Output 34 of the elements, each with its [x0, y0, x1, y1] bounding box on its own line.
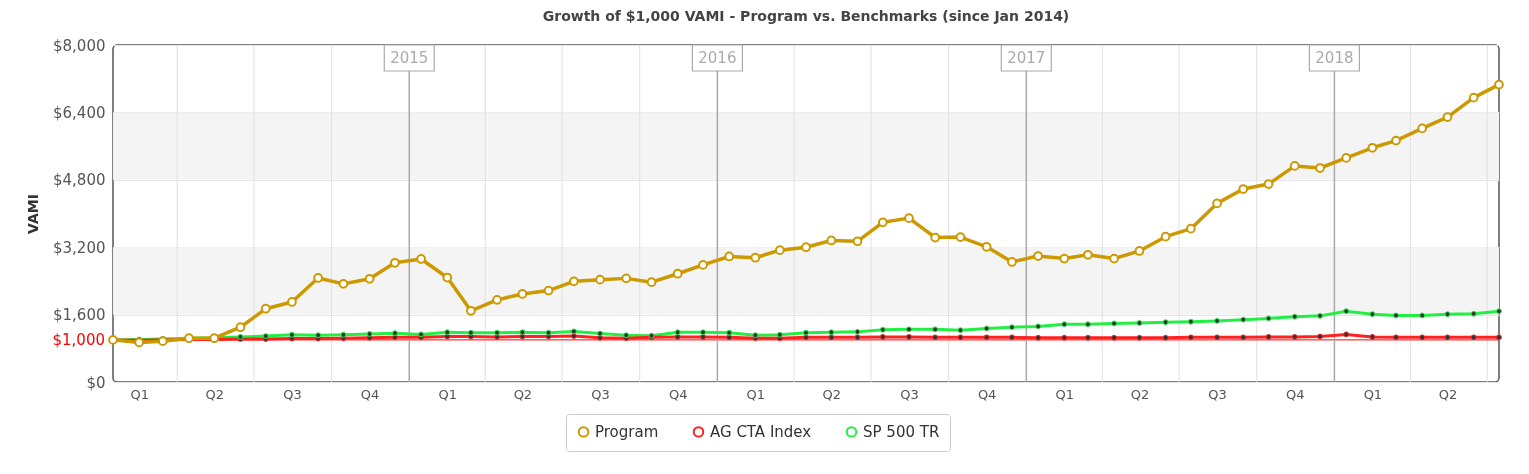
- x-tick-label: Q3: [900, 386, 919, 402]
- legend-label: AG CTA Index: [710, 422, 812, 441]
- y-tick-label: $0: [86, 373, 106, 392]
- chart-title: Growth of $1,000 VAMI - Program vs. Benchmarks (since Jan 2014): [542, 8, 1070, 24]
- x-tick-label: Q2: [513, 386, 533, 402]
- legend-label: SP 500 TR: [863, 422, 940, 441]
- x-tick-label: Q3: [283, 386, 302, 402]
- ref-line-label: $1,000: [52, 330, 105, 349]
- ref-line-label: 2017: [1007, 49, 1046, 67]
- y-tick-label: $4,800: [53, 171, 106, 190]
- x-tick-label: Q1: [438, 386, 458, 402]
- ref-line-label: 2018: [1315, 49, 1354, 67]
- x-tick-label: Q2: [822, 386, 842, 402]
- x-tick-label: Q2: [205, 386, 225, 402]
- y-tick-label: $6,400: [53, 103, 106, 122]
- legend-label: Program: [595, 422, 659, 441]
- ref-line-label: 2016: [698, 49, 737, 67]
- x-tick-label: Q4: [360, 386, 380, 402]
- x-tick-label: Q2: [1130, 386, 1150, 402]
- x-tick-label: Q1: [746, 386, 766, 402]
- x-tick-label: Q1: [1363, 386, 1383, 402]
- y-tick-label: $8,000: [53, 36, 106, 55]
- x-tick-label: Q3: [1208, 386, 1227, 402]
- x-tick-label: Q1: [130, 386, 149, 402]
- ref-line-label: 2015: [390, 49, 429, 67]
- y-tick-label: $3,200: [53, 238, 106, 257]
- y-axis-title: VAMI: [25, 194, 42, 234]
- x-tick-label: Q4: [977, 386, 997, 402]
- x-tick-label: Q4: [1285, 386, 1305, 402]
- x-tick-label: Q2: [1438, 386, 1458, 402]
- x-tick-label: Q3: [591, 386, 610, 402]
- x-tick-label: Q4: [668, 386, 688, 402]
- x-tick-label: Q1: [1055, 386, 1075, 402]
- y-tick-label: $1,600: [53, 306, 106, 325]
